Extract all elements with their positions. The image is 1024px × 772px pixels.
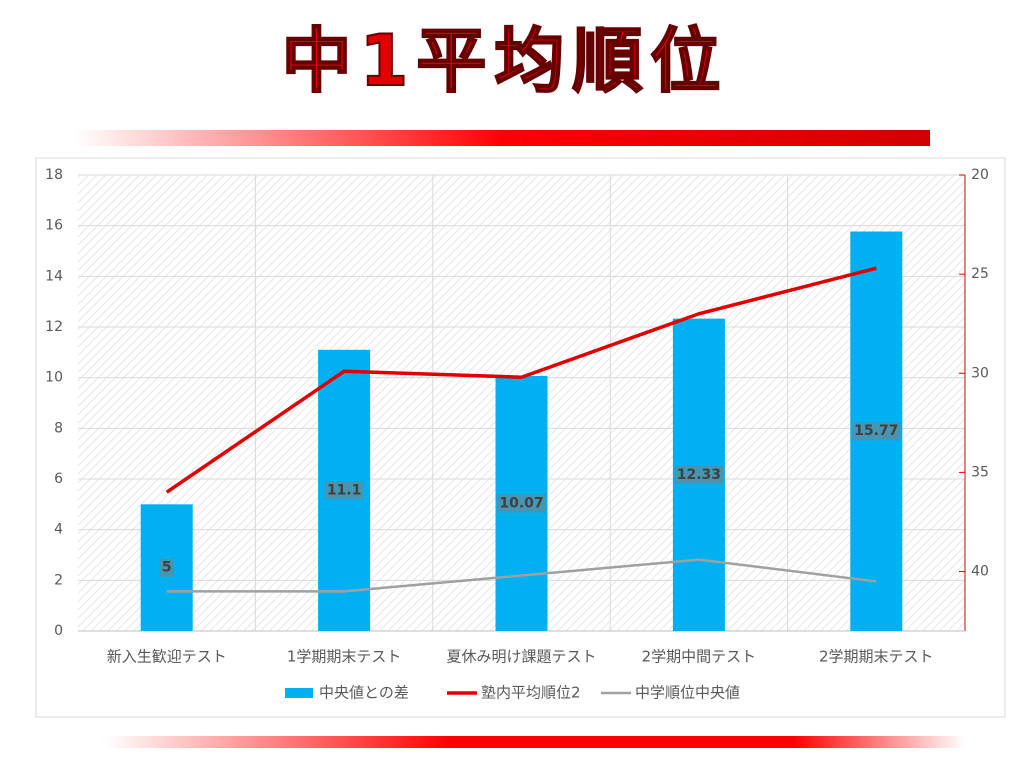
y2-tick-label: 25 bbox=[971, 266, 989, 282]
y-tick-label: 10 bbox=[45, 370, 63, 386]
page-title: 中1平均順位 bbox=[282, 20, 729, 102]
data-label-bg bbox=[674, 465, 724, 484]
y2-tick-label: 35 bbox=[971, 464, 989, 480]
x-tick-label: 新入生歓迎テスト bbox=[107, 648, 227, 666]
data-label: 15.77 bbox=[854, 423, 898, 439]
line bbox=[165, 266, 877, 494]
y-tick-label: 12 bbox=[45, 319, 63, 335]
legend-label: 塾内平均順位2 bbox=[481, 684, 581, 702]
x-tick-label: 1学期期末テスト bbox=[287, 648, 402, 666]
data-label: 10.07 bbox=[499, 495, 543, 511]
data-label: 11.1 bbox=[327, 482, 362, 498]
y2-tick-label: 20 bbox=[971, 167, 989, 183]
y-tick-label: 14 bbox=[45, 268, 63, 284]
decor-bar bbox=[105, 736, 965, 748]
legend-swatch bbox=[285, 688, 313, 698]
data-label-bg bbox=[852, 422, 901, 441]
y2-tick-label: 40 bbox=[971, 564, 989, 580]
y-tick-label: 18 bbox=[45, 167, 63, 183]
data-label: 5 bbox=[162, 560, 172, 576]
data-label: 12.33 bbox=[677, 467, 721, 483]
y-tick-label: 16 bbox=[45, 218, 63, 234]
y-tick-label: 8 bbox=[54, 420, 63, 436]
data-label-bg bbox=[324, 481, 364, 500]
legend-label: 中央値との差 bbox=[319, 684, 409, 702]
data-label-bg bbox=[497, 494, 546, 513]
y-tick-label: 2 bbox=[54, 572, 63, 588]
data-label-bg bbox=[159, 558, 174, 577]
decor-bar bbox=[75, 130, 930, 146]
line bbox=[166, 558, 877, 593]
y2-tick-label: 30 bbox=[971, 365, 989, 381]
y-tick-label: 4 bbox=[54, 522, 63, 538]
x-tick-label: 夏休み明け課題テスト bbox=[446, 648, 596, 666]
x-tick-label: 2学期期末テスト bbox=[819, 648, 934, 666]
x-tick-label: 2学期中間テスト bbox=[642, 648, 757, 666]
legend-label: 中学順位中央値 bbox=[635, 684, 740, 702]
y-tick-label: 6 bbox=[54, 471, 63, 487]
y-tick-label: 0 bbox=[54, 623, 63, 639]
